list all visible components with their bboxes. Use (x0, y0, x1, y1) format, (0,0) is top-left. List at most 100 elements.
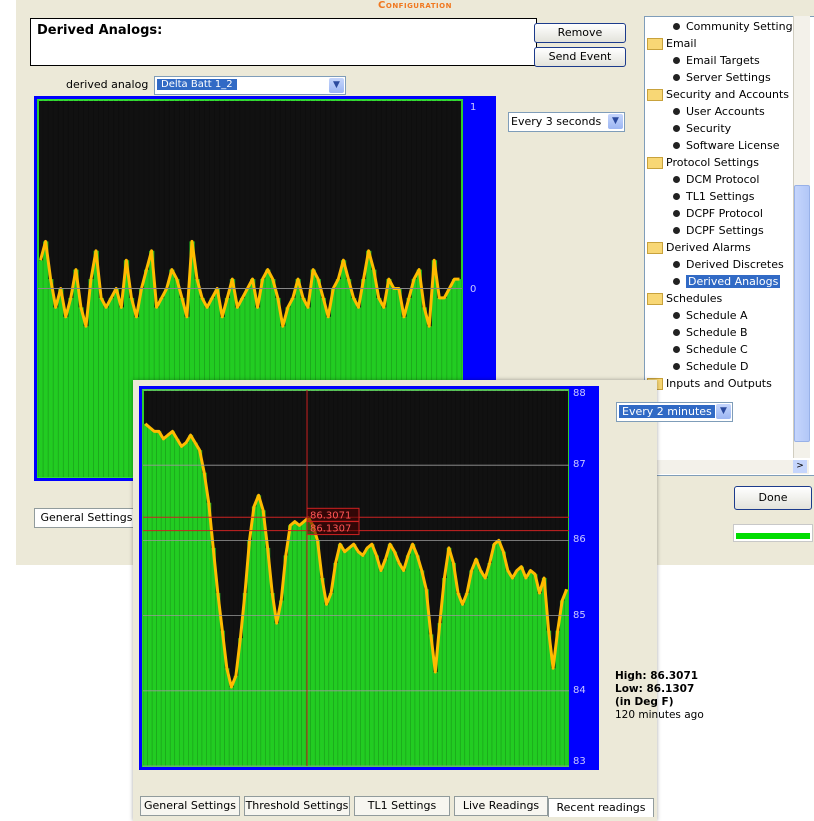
area-column (428, 634, 434, 766)
tree-item[interactable]: Security (673, 120, 731, 137)
area-column (238, 638, 243, 766)
area-column (342, 551, 348, 766)
marker-label-box (306, 521, 360, 536)
tree-folder[interactable]: Derived Alarms (647, 239, 751, 256)
tree-item-label: Community Settings (686, 20, 799, 33)
area-column (113, 288, 120, 477)
area-column (482, 578, 488, 766)
area-column (301, 521, 307, 766)
area-column (416, 269, 422, 477)
derived-analog-value: Delta Batt 1_2 (157, 79, 237, 90)
bullet-icon (673, 23, 680, 30)
area-column (274, 623, 280, 766)
bullet-icon (673, 363, 680, 370)
tree-item-label: Derived Analogs (686, 275, 781, 288)
tree-item[interactable]: DCM Protocol (673, 171, 759, 188)
tree-folder[interactable]: Email (647, 35, 697, 52)
area-column (128, 297, 135, 477)
tree-item[interactable]: DCPF Settings (673, 222, 764, 239)
tree-item[interactable]: Derived Analogs (673, 273, 781, 290)
tree-item-label: Software License (686, 139, 780, 152)
area-column (152, 431, 157, 766)
tab-recent-readings[interactable]: Recent readings (548, 798, 654, 817)
stats-high: High: 86.3071 (615, 670, 699, 682)
tree-item[interactable]: Schedule A (673, 307, 748, 324)
done-button[interactable]: Done (734, 486, 812, 510)
tree-item[interactable]: Schedule B (673, 324, 748, 341)
tree-scrollbar-thumb[interactable] (794, 185, 810, 442)
tab-live-readings[interactable]: Live Readings (454, 796, 548, 816)
area-column (319, 578, 325, 766)
area-column (103, 307, 109, 477)
axis-tick-label: 83 (573, 756, 586, 767)
area-column (98, 297, 104, 477)
interval-select[interactable]: Every 3 seconds ▼ (508, 112, 625, 132)
area-column (93, 250, 99, 477)
bullet-icon (673, 261, 680, 268)
tree-item[interactable]: Schedule C (673, 341, 748, 358)
area-column (265, 547, 271, 766)
dropdown-arrow-icon[interactable]: ▼ (716, 404, 731, 419)
send-event-button[interactable]: Send Event (534, 47, 626, 67)
tree-folder[interactable]: Schedules (647, 290, 722, 307)
area-column (555, 630, 561, 766)
tree-item[interactable]: Schedule D (673, 358, 749, 375)
area-column (505, 570, 511, 766)
tab-threshold-settings[interactable]: Threshold Settings (244, 796, 350, 816)
tree-item-label: Server Settings (686, 71, 771, 84)
tree-item[interactable]: Software License (673, 137, 779, 154)
area-column (451, 562, 456, 766)
area-column (265, 269, 271, 477)
scroll-right-button[interactable]: > (793, 460, 807, 473)
area-column (564, 589, 569, 766)
tree-item[interactable]: Community Settings (673, 18, 798, 35)
tree-item[interactable]: User Accounts (673, 103, 765, 120)
tree-item-label: TL1 Settings (686, 190, 755, 203)
tree-item[interactable]: Derived Discretes (673, 256, 784, 273)
area-column (206, 502, 212, 766)
tree-item[interactable]: TL1 Settings (673, 188, 754, 205)
axis-tick-label: 85 (573, 609, 586, 621)
area-column (288, 525, 293, 766)
marker-label: 86.1307 (310, 524, 351, 535)
tree-item[interactable]: DCPF Protocol (673, 205, 763, 222)
area-column (387, 544, 393, 766)
tree-folder[interactable]: Protocol Settings (647, 154, 759, 171)
tree-item-label: DCPF Settings (686, 224, 764, 237)
stats-age: 120 minutes ago (615, 709, 704, 721)
area-column (183, 442, 189, 766)
area-column (210, 547, 216, 766)
axis-tick-label: 84 (573, 684, 586, 696)
interval-value: Every 3 seconds (511, 115, 602, 128)
area-column (469, 570, 475, 766)
area-column (295, 279, 301, 477)
bullet-icon (673, 57, 680, 64)
area-column (292, 521, 298, 766)
tab-general-settings[interactable]: General Settings (34, 508, 139, 528)
navigation-tree: Community Settings Email Email Targets Serv… (644, 16, 814, 476)
area-column (510, 578, 515, 766)
interval-select[interactable]: Every 2 minutes ▼ (616, 402, 733, 422)
area-column (333, 562, 339, 766)
tab-general-settings[interactable]: General Settings (140, 796, 240, 816)
area-column (546, 630, 552, 766)
tree-item[interactable]: Server Settings (673, 69, 771, 86)
remove-button[interactable]: Remove (534, 23, 626, 43)
dropdown-arrow-icon[interactable]: ▼ (329, 78, 344, 93)
area-column (541, 578, 547, 766)
area-column (442, 578, 447, 766)
dropdown-arrow-icon[interactable]: ▼ (608, 114, 623, 129)
tree-folder[interactable]: Inputs and Outputs (647, 375, 772, 392)
area-column (366, 250, 372, 477)
area-column (537, 593, 543, 766)
area-column (328, 593, 334, 766)
derived-analog-select[interactable]: Delta Batt 1_2 ▼ (154, 76, 346, 95)
area-column (197, 450, 203, 766)
tab-tl1-settings[interactable]: TL1 Settings (354, 796, 450, 816)
tree-folder[interactable]: Security and Accounts (647, 86, 789, 103)
tree-item-label: Schedules (666, 292, 723, 305)
area-column (63, 316, 69, 477)
bullet-icon (673, 142, 680, 149)
tree-horizontal-scrollbar[interactable]: > (644, 460, 809, 474)
tree-item[interactable]: Email Targets (673, 52, 760, 69)
